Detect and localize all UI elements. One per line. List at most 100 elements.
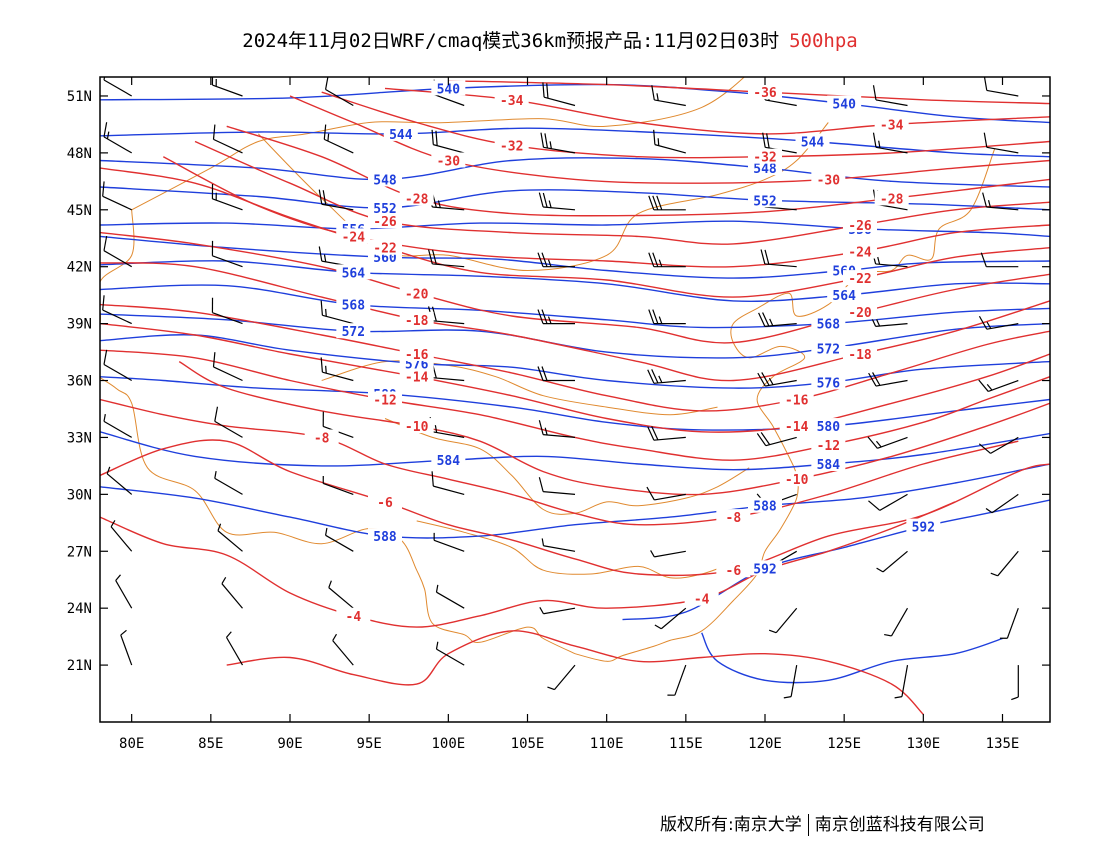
contour-labels: 5405405445445485485525525565565605605645… <box>304 80 941 625</box>
lon-tick-label: 80E <box>119 736 144 752</box>
lon-tick-label: 120E <box>748 736 782 752</box>
height-contour-label: 552 <box>373 202 396 217</box>
wind-barb <box>103 349 132 382</box>
temp-label-bg <box>748 84 782 100</box>
temp-contour-label: -24 <box>342 230 366 245</box>
temp-contour-label: -22 <box>373 242 396 257</box>
wind-barb <box>758 312 797 327</box>
temp-label-bg <box>843 345 877 361</box>
wind-barb <box>648 195 686 211</box>
lat-tick-label: 45N <box>67 203 92 219</box>
plot-area: 5405405445445485485525525565565605605645… <box>100 77 1050 715</box>
wind-barb <box>648 252 686 268</box>
temp-contour-1 <box>384 87 1050 135</box>
height-contour-12 <box>100 463 1050 539</box>
height-label-bg <box>906 518 941 534</box>
height-label-bg <box>383 125 418 141</box>
height-contours <box>100 83 1050 684</box>
wind-barb <box>435 584 465 609</box>
height-contour-label: 560 <box>373 251 397 266</box>
wind-barb <box>324 527 354 552</box>
temp-label-bg <box>843 243 877 259</box>
lon-tick-label: 135E <box>986 736 1020 752</box>
temp-contour-label: -18 <box>405 314 429 329</box>
temp-contour-label: -20 <box>405 287 429 302</box>
height-contour-label: 576 <box>817 376 841 391</box>
height-contour-4 <box>100 220 1050 238</box>
map-frame <box>99 76 1051 723</box>
height-contour-label: 564 <box>832 289 856 304</box>
wind-barb <box>318 189 354 211</box>
temp-contour-label: -6 <box>726 564 742 579</box>
temp-contour-label: -6 <box>377 496 393 511</box>
height-label-bg <box>748 160 782 176</box>
temp-contour-label: -4 <box>694 593 710 608</box>
height-contour-label: 564 <box>342 266 366 281</box>
height-label-bg <box>748 497 782 513</box>
wind-barb <box>225 631 244 666</box>
wind-barb <box>211 183 243 211</box>
temp-label-bg <box>874 190 909 206</box>
wind-barb <box>647 369 686 384</box>
temp-label-bg <box>368 239 402 255</box>
wind-barb <box>540 132 576 154</box>
height-label-bg <box>827 95 862 111</box>
temp-contour-label: -8 <box>314 431 330 446</box>
lat-tick-label: 24N <box>67 601 92 617</box>
wind-barb <box>211 77 243 97</box>
wind-barb <box>547 664 576 691</box>
height-contour-label: 544 <box>801 136 825 151</box>
temp-contour-label: -14 <box>405 371 429 386</box>
temp-label-bg <box>684 590 719 606</box>
wind-barb <box>982 192 1019 211</box>
wind-barb <box>103 122 132 154</box>
lat-tick-label: 30N <box>67 487 92 503</box>
temp-label-bg <box>843 304 877 320</box>
wind-barb <box>756 432 797 447</box>
wind-barb <box>435 641 465 666</box>
wind-barb <box>538 192 576 211</box>
temp-contour-label: -10 <box>405 420 429 435</box>
wind-barb <box>120 629 133 666</box>
wind-barb <box>783 664 798 699</box>
wind-barb <box>651 85 686 107</box>
wind-barb <box>110 520 133 552</box>
temp-label-bg <box>716 509 751 525</box>
temp-label-bg <box>336 228 371 244</box>
temp-label-bg <box>399 190 434 206</box>
height-contour-label: 584 <box>817 458 841 473</box>
height-contour-label: 580 <box>817 420 841 435</box>
temp-label-bg <box>748 148 782 164</box>
temp-label-bg <box>811 437 846 453</box>
lat-tick-label: 51N <box>67 89 92 105</box>
wind-barb <box>221 576 243 609</box>
wind-barb <box>212 352 243 382</box>
wind-barb <box>894 664 909 699</box>
axis-ticks: 80E 85E 90E 95E 100E 105E 110E 115E 120E 125E 130E… <box>67 77 1050 752</box>
height-contour-6 <box>100 260 1050 302</box>
temp-label-bg <box>399 418 434 434</box>
height-contour-label: 572 <box>817 342 840 357</box>
wind-barb <box>654 607 687 630</box>
wind-barb <box>328 580 354 609</box>
wind-barb <box>431 471 465 495</box>
height-contour-label: 572 <box>342 325 365 340</box>
temp-label-bg <box>399 345 434 361</box>
wind-barb <box>646 486 686 501</box>
lat-tick-label: 33N <box>67 430 92 446</box>
wind-barb <box>431 129 465 154</box>
wind-barb <box>872 132 908 154</box>
lon-tick-label: 110E <box>590 736 624 752</box>
temp-contour-label: -24 <box>848 246 872 261</box>
height-label-bg <box>336 296 371 312</box>
credit-left: 版权所有:南京大学 <box>660 815 802 835</box>
temp-label-bg <box>779 418 814 434</box>
border-line-0 <box>131 77 746 211</box>
wind-barb <box>318 246 354 268</box>
height-contour-1 <box>100 127 1050 158</box>
height-label-bg <box>827 287 862 303</box>
wind-barb <box>978 315 1019 330</box>
height-contour-2 <box>100 156 1050 188</box>
wind-barb <box>211 240 243 268</box>
